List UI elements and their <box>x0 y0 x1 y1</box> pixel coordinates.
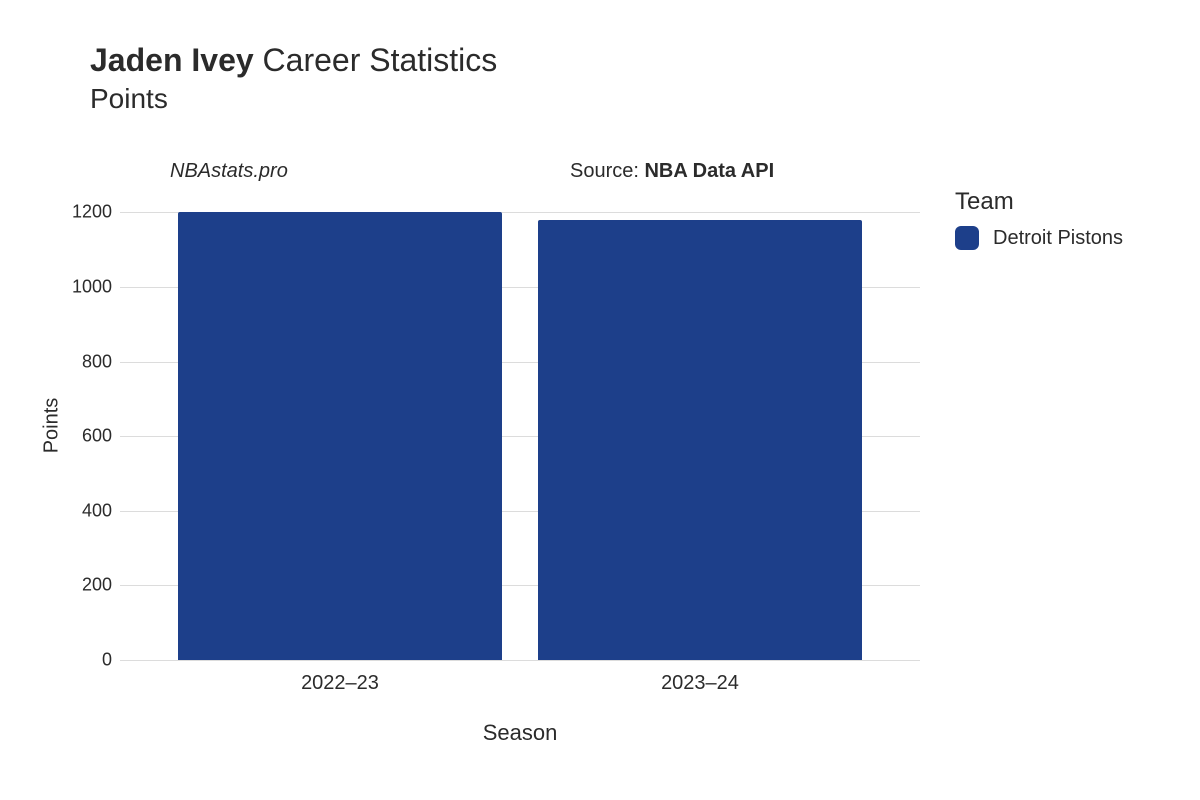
credit-site: NBAstats.pro <box>170 160 288 183</box>
x-tick-label: 2023–24 <box>661 672 739 695</box>
chart-container: Jaden Ivey Career Statistics Points NBAs… <box>0 0 1200 800</box>
chart-title: Jaden Ivey Career Statistics <box>90 42 497 79</box>
chart-subtitle: Points <box>90 83 497 115</box>
x-axis-title: Season <box>120 720 920 746</box>
y-tick-label: 0 <box>52 650 112 671</box>
bar <box>538 220 862 660</box>
y-tick-label: 200 <box>52 575 112 596</box>
gridline <box>120 660 920 661</box>
credit-source-prefix: Source: <box>570 160 644 182</box>
y-tick-label: 400 <box>52 500 112 521</box>
title-rest: Career Statistics <box>254 42 498 78</box>
legend-title: Team <box>955 188 1123 216</box>
legend-item-label: Detroit Pistons <box>993 227 1123 250</box>
legend-swatch <box>955 226 979 250</box>
legend: Team Detroit Pistons <box>955 188 1123 250</box>
y-tick-label: 800 <box>52 351 112 372</box>
title-bold: Jaden Ivey <box>90 42 254 78</box>
credit-source: Source: NBA Data API <box>570 160 774 183</box>
legend-item: Detroit Pistons <box>955 226 1123 250</box>
title-block: Jaden Ivey Career Statistics Points <box>90 42 497 115</box>
credit-source-name: NBA Data API <box>644 160 774 182</box>
y-tick-label: 600 <box>52 426 112 447</box>
y-tick-label: 1000 <box>52 276 112 297</box>
plot-area: 0200400600800100012002022–232023–24 <box>120 190 920 660</box>
bar <box>178 212 502 660</box>
x-tick-label: 2022–23 <box>301 672 379 695</box>
y-tick-label: 1200 <box>52 202 112 223</box>
